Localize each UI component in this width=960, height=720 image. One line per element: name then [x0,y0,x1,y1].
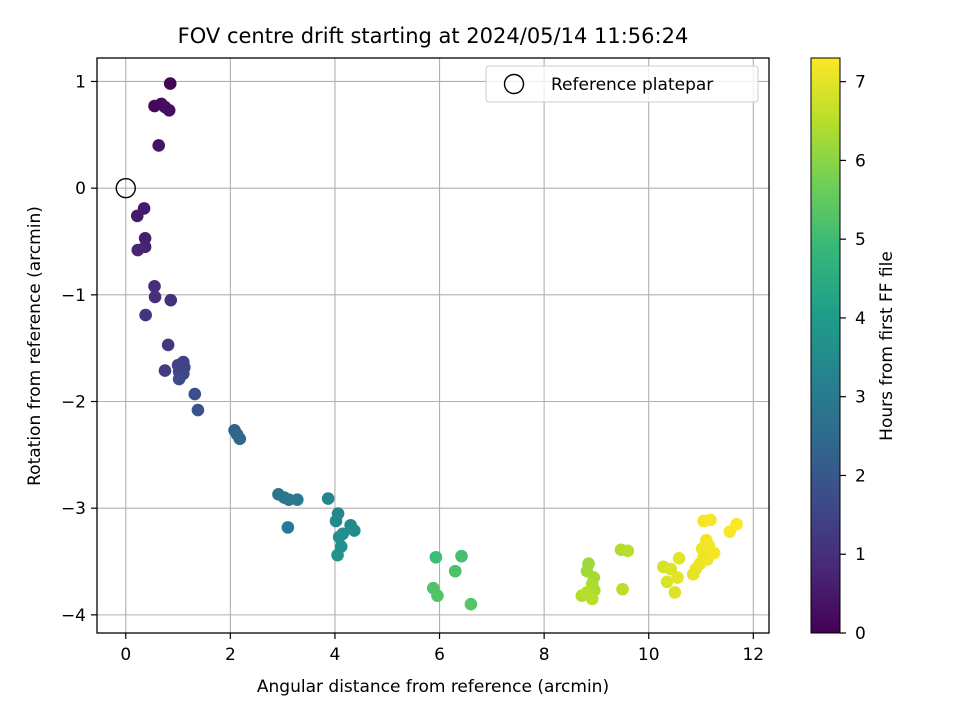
data-point [431,589,444,602]
y-axis-ticks: −4 −3 −2 −1 0 1 [61,72,97,626]
legend-box [485,65,759,103]
colorbar-tick-label: 2 [855,466,866,486]
data-point [191,403,205,417]
x-tick-label: 8 [539,645,550,665]
reference-platepar-marker [115,177,136,199]
data-point [161,338,175,352]
data-point [329,514,343,528]
y-tick-label: −1 [61,286,86,306]
data-point [131,243,145,257]
data-point [585,592,599,606]
x-tick-label: 0 [120,645,131,665]
data-point [707,546,721,560]
data-point [233,432,247,446]
data-point [163,77,177,90]
colorbar-ticks: 0 1 2 3 4 5 6 7 [840,73,866,644]
data-point [704,513,717,527]
data-point [331,548,344,562]
chart-title: FOV centre drift starting at 2024/05/14 … [178,24,689,48]
legend: Reference platepar [485,65,759,103]
data-point [148,279,161,293]
data-point [148,290,162,304]
colorbar-tick-label: 4 [855,309,866,329]
data-point [464,597,478,611]
colorbar-tick-label: 0 [855,624,866,644]
colorbar-tick-label: 6 [855,151,866,171]
plot-frame [96,57,770,634]
data-point [730,517,743,531]
colorbar-tick-label: 3 [855,388,866,408]
x-tick-label: 12 [742,645,764,665]
y-tick-label: −2 [61,393,86,413]
data-point [321,492,335,505]
x-axis-ticks: 0 2 4 6 8 10 12 [120,633,764,665]
legend-entry-label: Reference platepar [551,75,713,95]
data-point [448,564,462,578]
grid-lines [97,58,769,633]
colorbar: 0 1 2 3 4 5 6 7 Hours from first FF file [810,57,897,644]
data-point [130,209,144,223]
data-point [621,544,635,558]
x-tick-label: 10 [638,645,660,665]
colorbar-tick-label: 7 [855,73,866,93]
data-point [158,364,172,377]
legend-marker-open-circle [503,73,525,95]
y-tick-label: 1 [75,72,86,92]
data-point [152,139,166,152]
data-point [172,372,186,386]
data-points [130,77,743,611]
x-tick-label: 4 [330,645,341,665]
x-tick-label: 2 [225,645,236,665]
data-point [139,308,152,322]
y-axis-label: Rotation from reference (arcmin) [25,206,45,486]
data-point [668,586,682,599]
data-point [664,562,677,576]
colorbar-tick-label: 1 [855,545,866,565]
colorbar-gradient [810,57,841,634]
data-point [616,582,629,596]
data-point [429,550,443,564]
y-tick-label: −3 [61,499,86,519]
data-point [672,552,686,565]
data-point [455,549,468,563]
x-tick-label: 6 [434,645,445,665]
data-point [332,530,346,544]
data-point [281,521,295,534]
data-point [347,524,361,537]
data-point [188,387,202,401]
data-point [162,103,176,117]
data-point [164,293,178,307]
data-point [660,575,674,589]
data-point [671,571,684,584]
x-axis-label: Angular distance from reference (arcmin) [257,677,609,697]
colorbar-tick-label: 5 [855,230,866,250]
y-tick-label: −4 [61,606,86,626]
data-point [290,493,304,506]
colorbar-label: Hours from first FF file [877,251,897,441]
reference-marker-layer [115,177,136,199]
y-tick-label: 0 [75,179,86,199]
